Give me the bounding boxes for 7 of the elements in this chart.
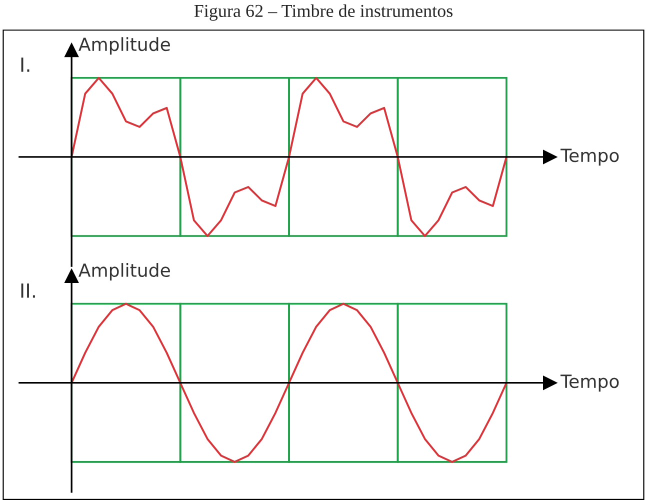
x-axis-title: Tempo bbox=[560, 374, 619, 392]
chart-subtitle: II. bbox=[21, 284, 35, 298]
chart-title: Figura 62 – Timbre de instrumentos bbox=[194, 4, 453, 21]
x-axis-title: Tempo bbox=[560, 148, 619, 166]
chart-subtitle: I. bbox=[21, 58, 30, 72]
y-axis-title: Amplitude bbox=[78, 37, 170, 55]
y-axis-title: Amplitude bbox=[78, 263, 170, 281]
